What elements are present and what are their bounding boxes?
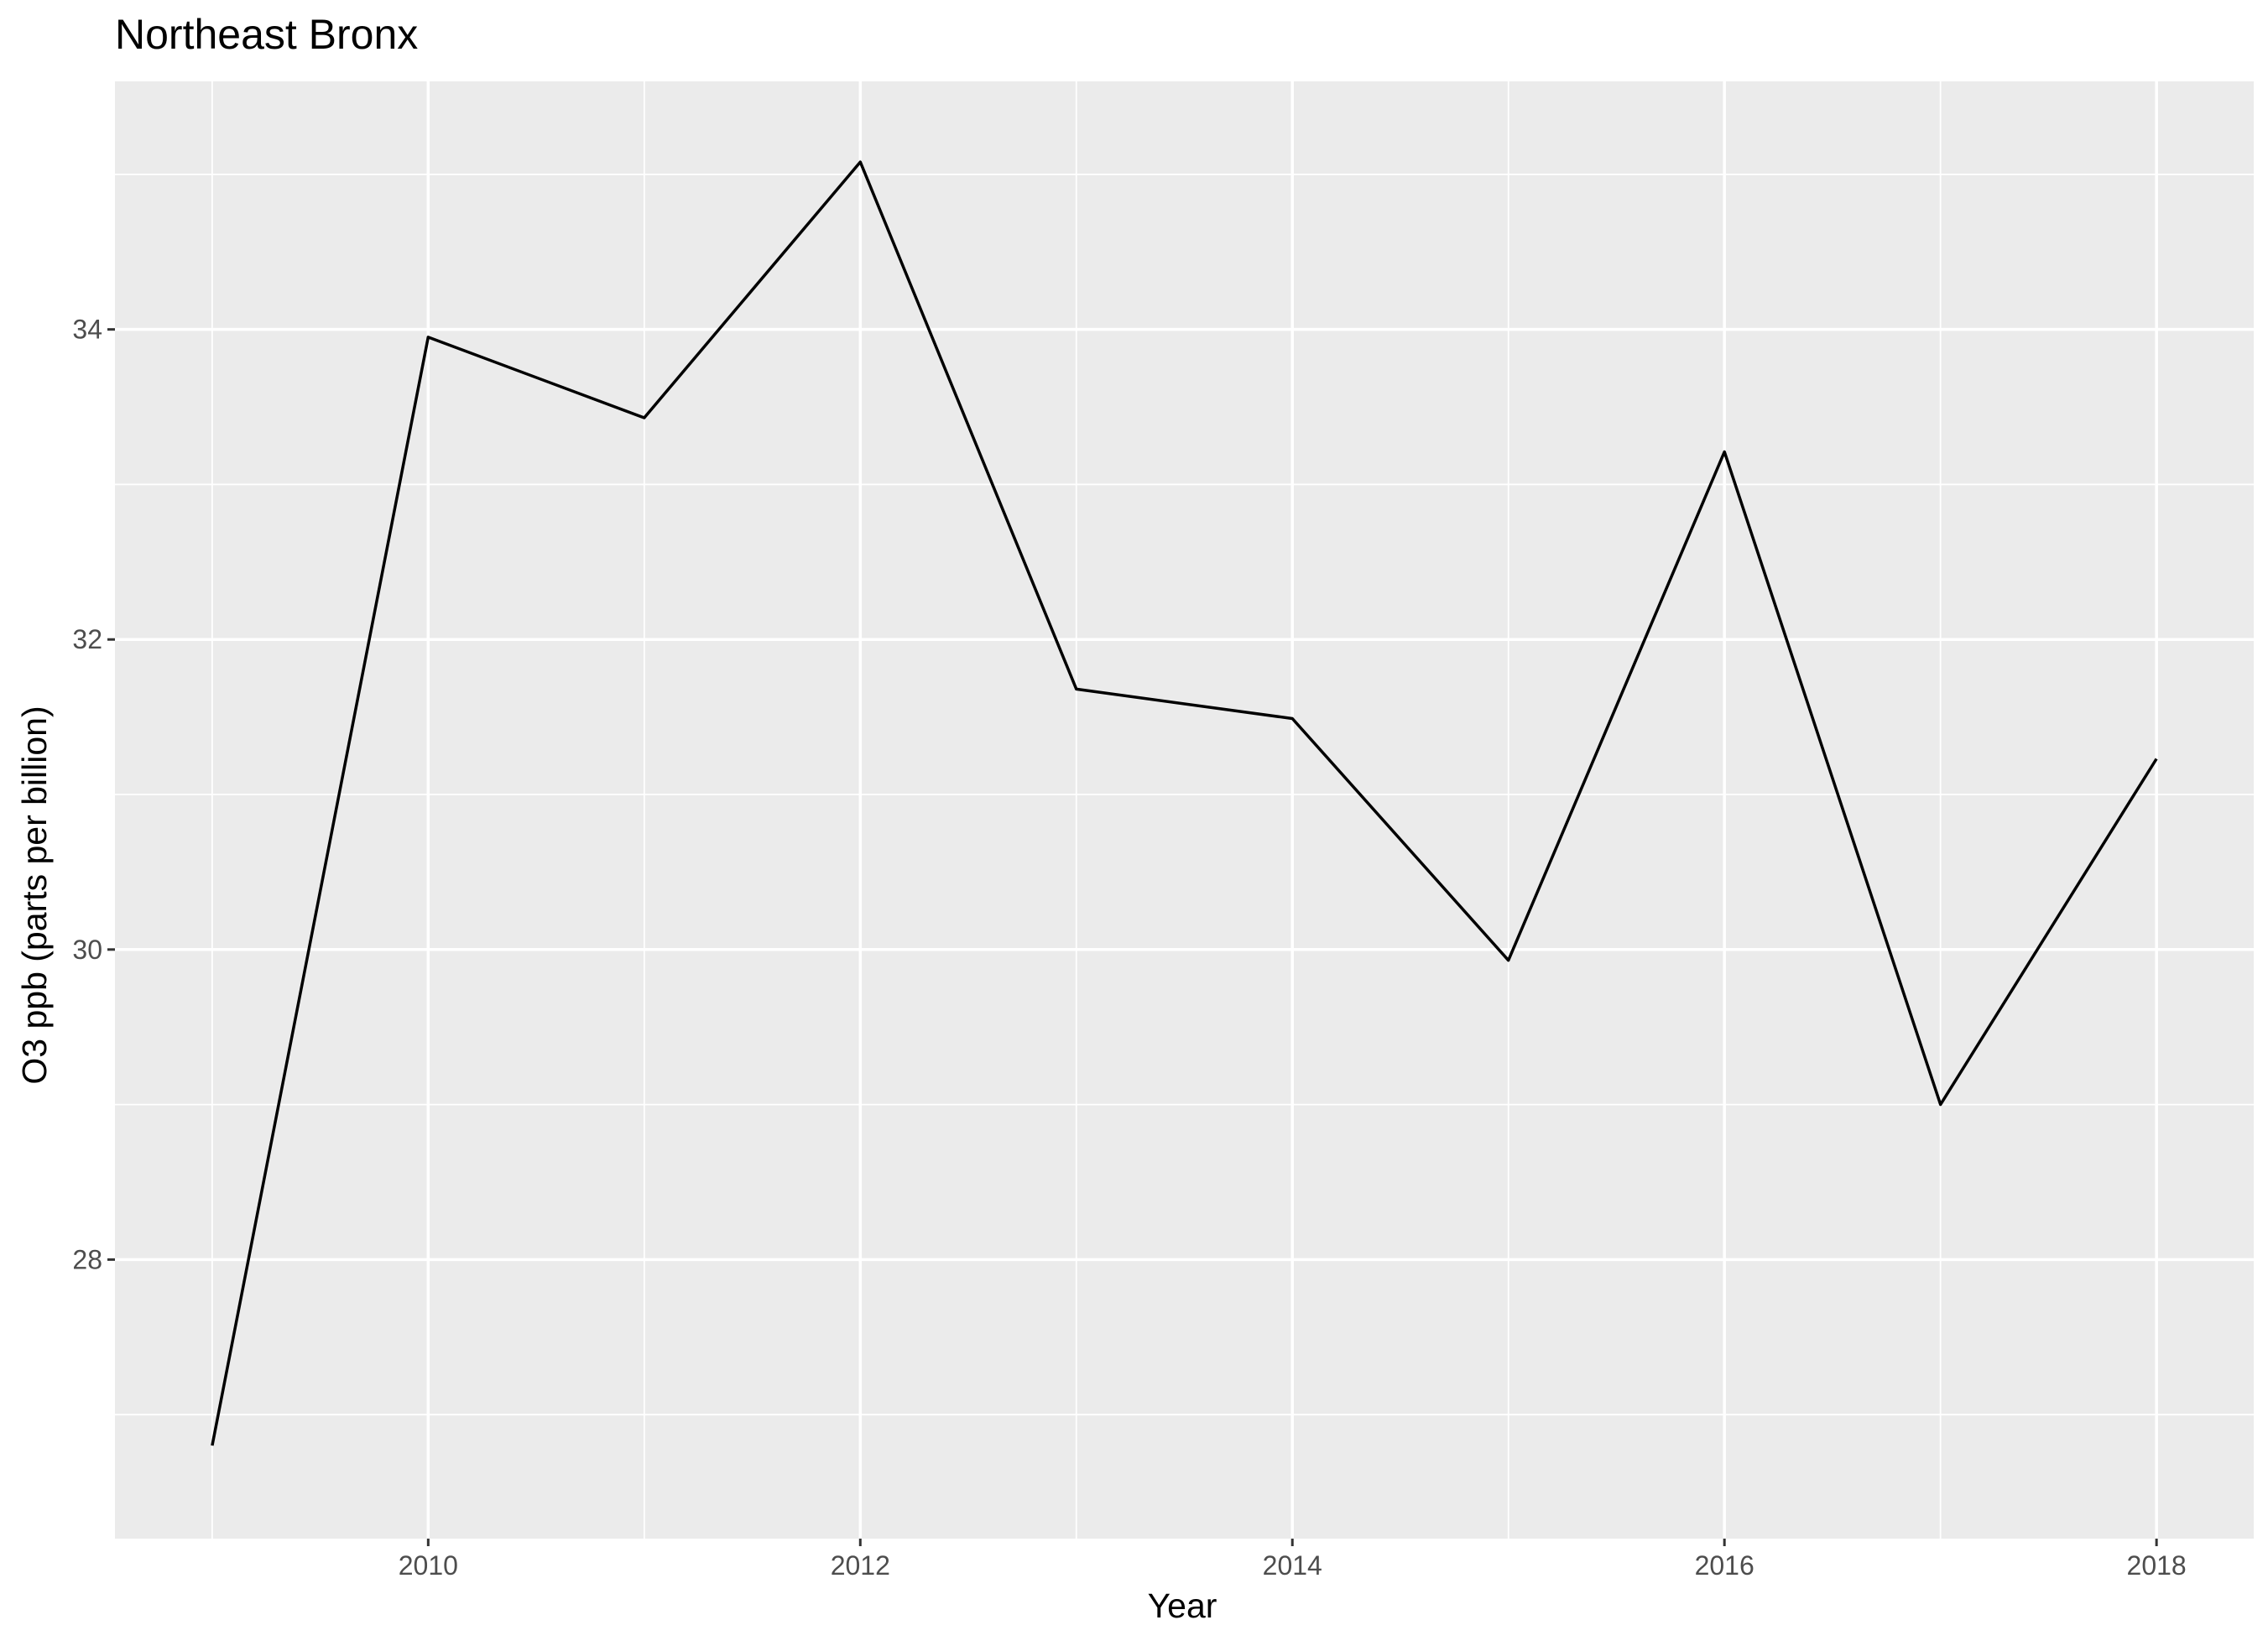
y-tick-label: 32: [72, 624, 102, 654]
x-tick-label: 2018: [2127, 1550, 2187, 1581]
major-gridlines: [115, 81, 2254, 1539]
y-axis-title: O3 ppb (parts per billion): [15, 706, 54, 1084]
x-tick-label: 2014: [1263, 1550, 1322, 1581]
x-tick-label: 2010: [399, 1550, 458, 1581]
x-tick-label: 2012: [831, 1550, 890, 1581]
chart-title: Northeast Bronx: [115, 11, 418, 58]
y-tick-label: 28: [72, 1244, 102, 1274]
y-tick-label: 30: [72, 935, 102, 965]
y-axis: 28 30 32 34: [72, 315, 115, 1274]
minor-gridlines: [115, 81, 2254, 1539]
plot-panel: [115, 81, 2254, 1539]
series-line: [211, 160, 2158, 1446]
x-axis: 2010 2012 2014 2016 2018: [399, 1539, 2187, 1581]
x-axis-title: Year: [1148, 1586, 1217, 1625]
y-tick-label: 34: [72, 315, 102, 345]
x-tick-label: 2016: [1695, 1550, 1754, 1581]
